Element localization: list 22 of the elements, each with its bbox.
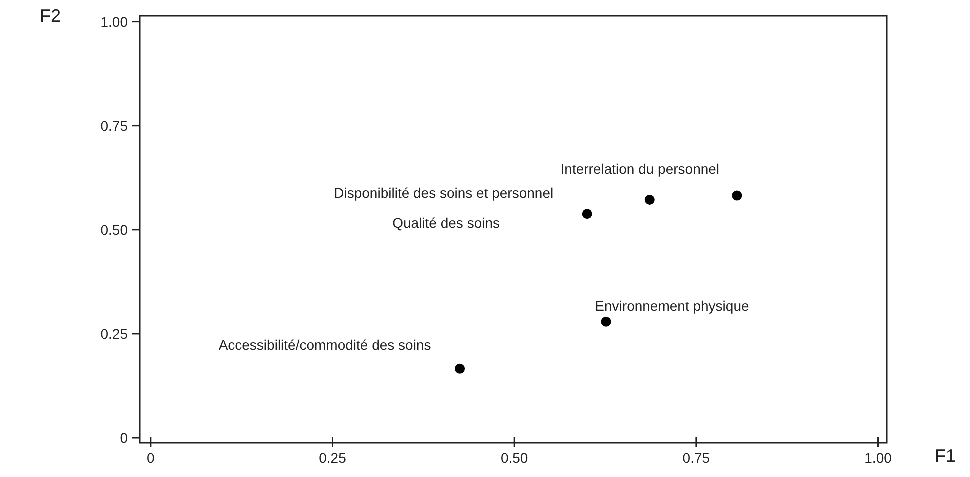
point [455,364,466,374]
y-axis-title: F2 [40,6,62,26]
y-tick-label: 0.75 [100,118,128,134]
x-tick-label: 1.00 [864,450,892,466]
x-tick-label: 0 [147,450,156,466]
point [601,316,612,327]
annotation: Accessibilité/commodité des soins [218,336,432,353]
x-tick-label: 0.50 [500,450,528,466]
annotation: Interrelation du personnel [560,160,720,177]
point [644,194,655,205]
point [582,209,592,220]
x-tick-label: 0.75 [682,450,710,466]
annotation: Environnement physique [595,298,750,314]
y-tick-label: 1.00 [100,14,128,30]
x-axis-title: F1 [935,446,956,466]
annotation: Qualité des soins [392,215,500,232]
x-tick-label: 0.25 [319,450,347,466]
annotation: Disponibilité des soins et personnel [334,184,554,201]
y-tick-label: 0.25 [100,326,128,342]
y-tick-label: 0.50 [100,222,128,238]
point [732,190,742,201]
y-tick-label: 0 [120,430,128,446]
